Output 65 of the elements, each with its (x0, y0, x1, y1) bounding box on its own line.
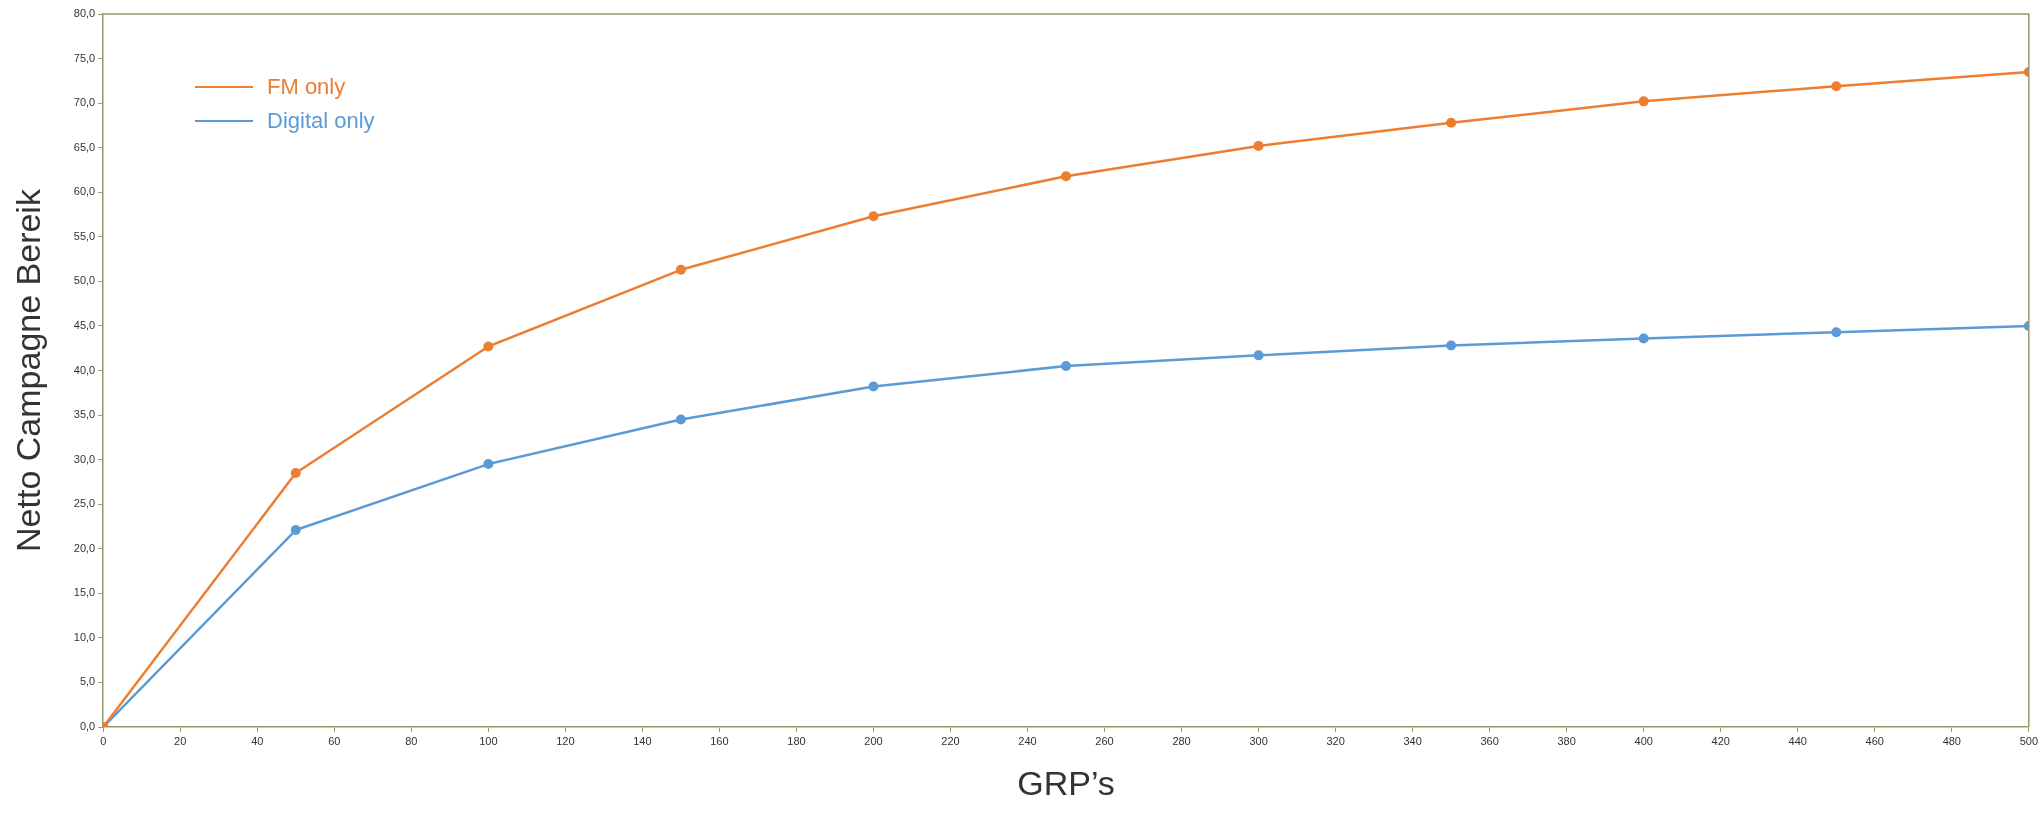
x-tick-label: 420 (1711, 734, 1730, 747)
y-tick-label: 60,0 (73, 185, 96, 198)
x-tick-label: 80 (405, 734, 418, 747)
y-tick-label: 20,0 (73, 541, 96, 554)
y-tick-label: 55,0 (73, 229, 96, 242)
x-tick-label: 300 (1249, 734, 1268, 747)
x-tick-label: 100 (479, 734, 498, 747)
y-tick-label: 45,0 (73, 318, 96, 331)
point (1446, 117, 1457, 128)
x-tick-label: 340 (1403, 734, 1422, 747)
y-tick-label: 5,0 (79, 675, 96, 688)
point (1253, 350, 1264, 361)
point (675, 414, 686, 425)
x-tick-label: 140 (633, 734, 652, 747)
y-tick-label: 15,0 (73, 586, 96, 599)
x-tick-label: 60 (328, 734, 341, 747)
y-tick-label: 30,0 (73, 452, 96, 465)
point (1061, 361, 1072, 372)
y-tick-label: 50,0 (73, 274, 96, 287)
x-tick-label: 240 (1018, 734, 1037, 747)
point (1831, 327, 1842, 338)
x-tick-label: 380 (1557, 734, 1576, 747)
point (1831, 81, 1842, 92)
point (868, 211, 879, 222)
x-tick-label: 260 (1095, 734, 1114, 747)
legend-label: FM only (267, 74, 346, 100)
x-tick-label: 200 (864, 734, 883, 747)
point (868, 381, 879, 392)
y-tick-label: 0,0 (79, 720, 96, 733)
point (1253, 140, 1264, 151)
x-tick-label: 0 (100, 734, 107, 747)
x-axis-title: GRP’s (1017, 763, 1115, 802)
x-tick-label: 40 (251, 734, 264, 747)
point (1638, 333, 1649, 344)
x-tick-label: 400 (1634, 734, 1653, 747)
point (1446, 340, 1457, 351)
y-tick-label: 65,0 (73, 140, 96, 153)
x-tick-label: 20 (174, 734, 187, 747)
legend-label: Digital only (267, 108, 375, 134)
y-tick-label: 40,0 (73, 363, 96, 376)
x-tick-label: 180 (787, 734, 806, 747)
y-tick-label: 75,0 (73, 51, 96, 64)
point (1061, 171, 1072, 182)
x-tick-label: 460 (1865, 734, 1884, 747)
point (290, 467, 301, 478)
y-tick-label: 70,0 (73, 96, 96, 109)
x-tick-label: 220 (941, 734, 960, 747)
y-axis-title: Netto Campagne Bereik (8, 188, 47, 552)
x-tick-label: 320 (1326, 734, 1345, 747)
x-tick-label: 120 (556, 734, 575, 747)
point (290, 525, 301, 536)
x-tick-label: 500 (2019, 734, 2038, 747)
y-tick-label: 35,0 (73, 408, 96, 421)
x-tick-label: 160 (710, 734, 729, 747)
x-tick-label: 440 (1788, 734, 1807, 747)
y-tick-label: 25,0 (73, 497, 96, 510)
point (1638, 96, 1649, 107)
x-tick-label: 360 (1480, 734, 1499, 747)
x-tick-label: 480 (1942, 734, 1961, 747)
x-tick-label: 280 (1172, 734, 1191, 747)
y-tick-label: 10,0 (73, 630, 96, 643)
point (483, 459, 494, 470)
point (483, 341, 494, 352)
y-tick-label: 80,0 (73, 7, 96, 20)
point (675, 264, 686, 275)
